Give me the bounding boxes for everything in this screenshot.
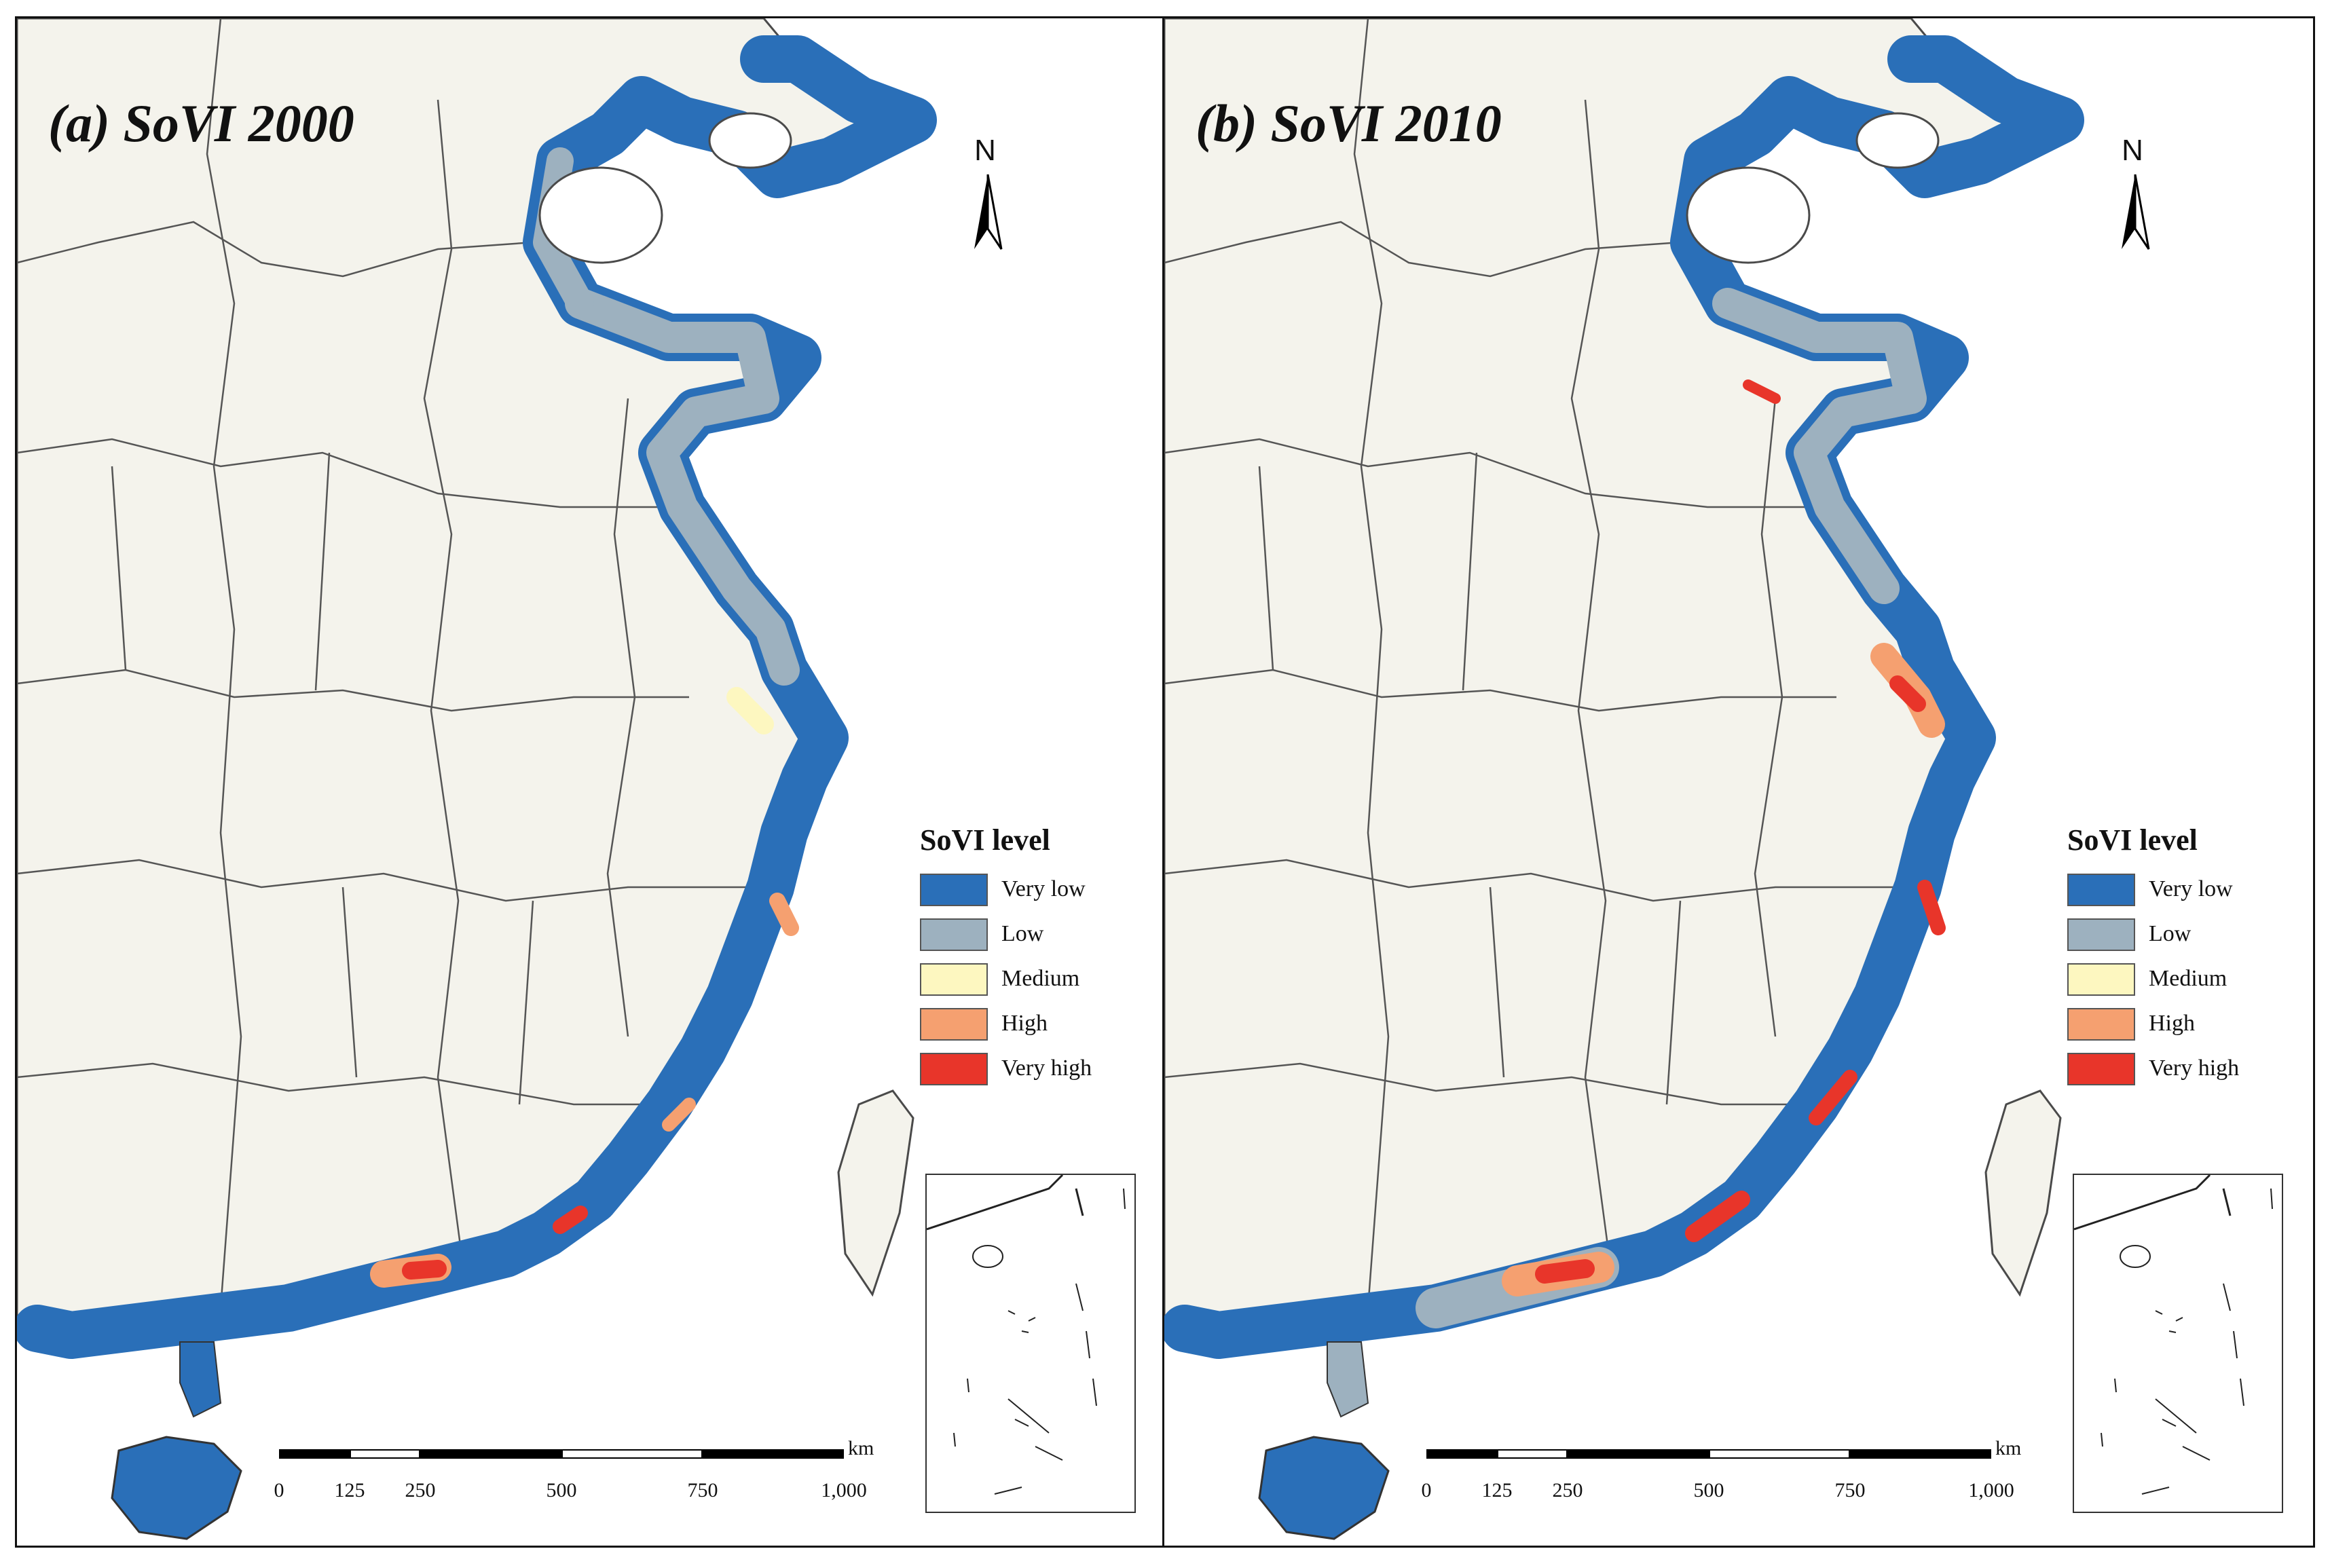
scale-bar-tick: 1,000 [1968,1479,2014,1501]
north-arrow-icon [2122,174,2150,250]
inset-canvas [926,1174,1126,1495]
legend-label: High [2149,1011,2195,1036]
scale-bar-tick: 0 [274,1479,284,1501]
legend-item-high: High [2067,1008,2285,1053]
scale-bar-segment [1709,1449,1850,1459]
legend-label: High [1001,1011,1048,1036]
map-panel-2010: (b) SoVI 2010 N SoVI level Very low Low … [1162,16,2315,1548]
legend-item-low: Low [920,918,1137,963]
scale-bar-segment [561,1449,703,1459]
liaodong-bay [1855,112,1940,169]
map-panel-2000: (a) SoVI 2000 N SoVI level Very low Low … [15,16,1168,1548]
bohai-sea [538,166,663,264]
liaodong-bay [708,112,792,169]
legend-label: Very low [1001,876,1086,901]
legend-label: Medium [1001,966,1080,991]
sovi-coastal-band [1164,35,2084,1359]
legend-item-high: High [920,1008,1137,1053]
legend-swatch [920,1053,988,1085]
province-boundaries [1164,18,1911,1309]
taiwan-island [1984,1089,2062,1297]
legend-label: Very high [2149,1056,2240,1081]
scale-bar-tick: 250 [405,1479,436,1501]
north-arrow-icon [974,174,1003,250]
scale-bar: km 0 125 250 500 750 1,000 [1422,1437,2022,1531]
panel-title: (b) SoVI 2010 [1196,94,1502,153]
map-canvas [17,18,937,1540]
taiwan-island [837,1089,914,1297]
legend: SoVI level Very low Low Medium High Very… [920,823,1137,1098]
legend-swatch [920,963,988,996]
scale-bar: km 0 125 250 500 750 1,000 [274,1437,874,1531]
scale-bar-segment [1497,1449,1568,1459]
scale-bar-tick: 500 [546,1479,577,1501]
legend: SoVI level Very low Low Medium High Very… [2067,823,2285,1098]
legend-swatch [920,1008,988,1041]
legend-item-medium: Medium [2067,963,2285,1008]
scale-bar-tick: 0 [1421,1479,1432,1501]
legend-item-very-high: Very high [2067,1053,2285,1098]
leizhou-peninsula [1327,1341,1369,1418]
legend-swatch [2067,963,2135,996]
scale-bar-unit: km [848,1437,874,1459]
legend-swatch [2067,874,2135,906]
legend-swatch [2067,918,2135,951]
inset-map-south-china-sea [925,1174,1136,1513]
hainan-island [1258,1436,1390,1540]
scale-bar-tick: 1,000 [821,1479,867,1501]
scale-bar-tick: 125 [334,1479,365,1501]
bohai-sea [1686,166,1811,264]
leizhou-peninsula [179,1341,222,1418]
scale-bar-segment [420,1449,561,1459]
scale-bar-segment [703,1449,844,1459]
hainan-island [111,1436,242,1540]
scale-bar-tick: 250 [1552,1479,1583,1501]
legend-item-medium: Medium [920,963,1137,1008]
north-label: N [974,134,996,167]
inset-canvas [2073,1174,2273,1495]
legend-title: SoVI level [2067,823,2198,857]
scale-bar-tick: 750 [687,1479,718,1501]
scale-bar-segment [1850,1449,1991,1459]
legend-label: Very high [1001,1056,1092,1081]
inset-map-south-china-sea [2073,1174,2283,1513]
scale-bar-tick: 500 [1693,1479,1724,1501]
scale-bar-tick: 125 [1481,1479,1513,1501]
legend-title: SoVI level [920,823,1050,857]
legend-item-very-high: Very high [920,1053,1137,1098]
legend-swatch [920,874,988,906]
scale-bar-unit: km [1995,1437,2022,1459]
scale-bar-segment [1568,1449,1709,1459]
map-canvas [1164,18,2084,1540]
scale-bar-tick: 750 [1834,1479,1866,1501]
legend-swatch [920,918,988,951]
legend-label: Low [2149,921,2192,946]
legend-item-very-low: Very low [2067,874,2285,918]
scale-bar-segment [279,1449,350,1459]
legend-label: Medium [2149,966,2227,991]
legend-label: Low [1001,921,1044,946]
legend-swatch [2067,1053,2135,1085]
legend-item-very-low: Very low [920,874,1137,918]
scale-bar-segment [1426,1449,1497,1459]
legend-swatch [2067,1008,2135,1041]
sovi-coastal-band [17,35,937,1359]
scale-bar-segment [350,1449,420,1459]
panel-title: (a) SoVI 2000 [48,94,354,153]
north-label: N [2122,134,2143,167]
province-boundaries [17,18,764,1309]
legend-item-low: Low [2067,918,2285,963]
legend-label: Very low [2149,876,2233,901]
